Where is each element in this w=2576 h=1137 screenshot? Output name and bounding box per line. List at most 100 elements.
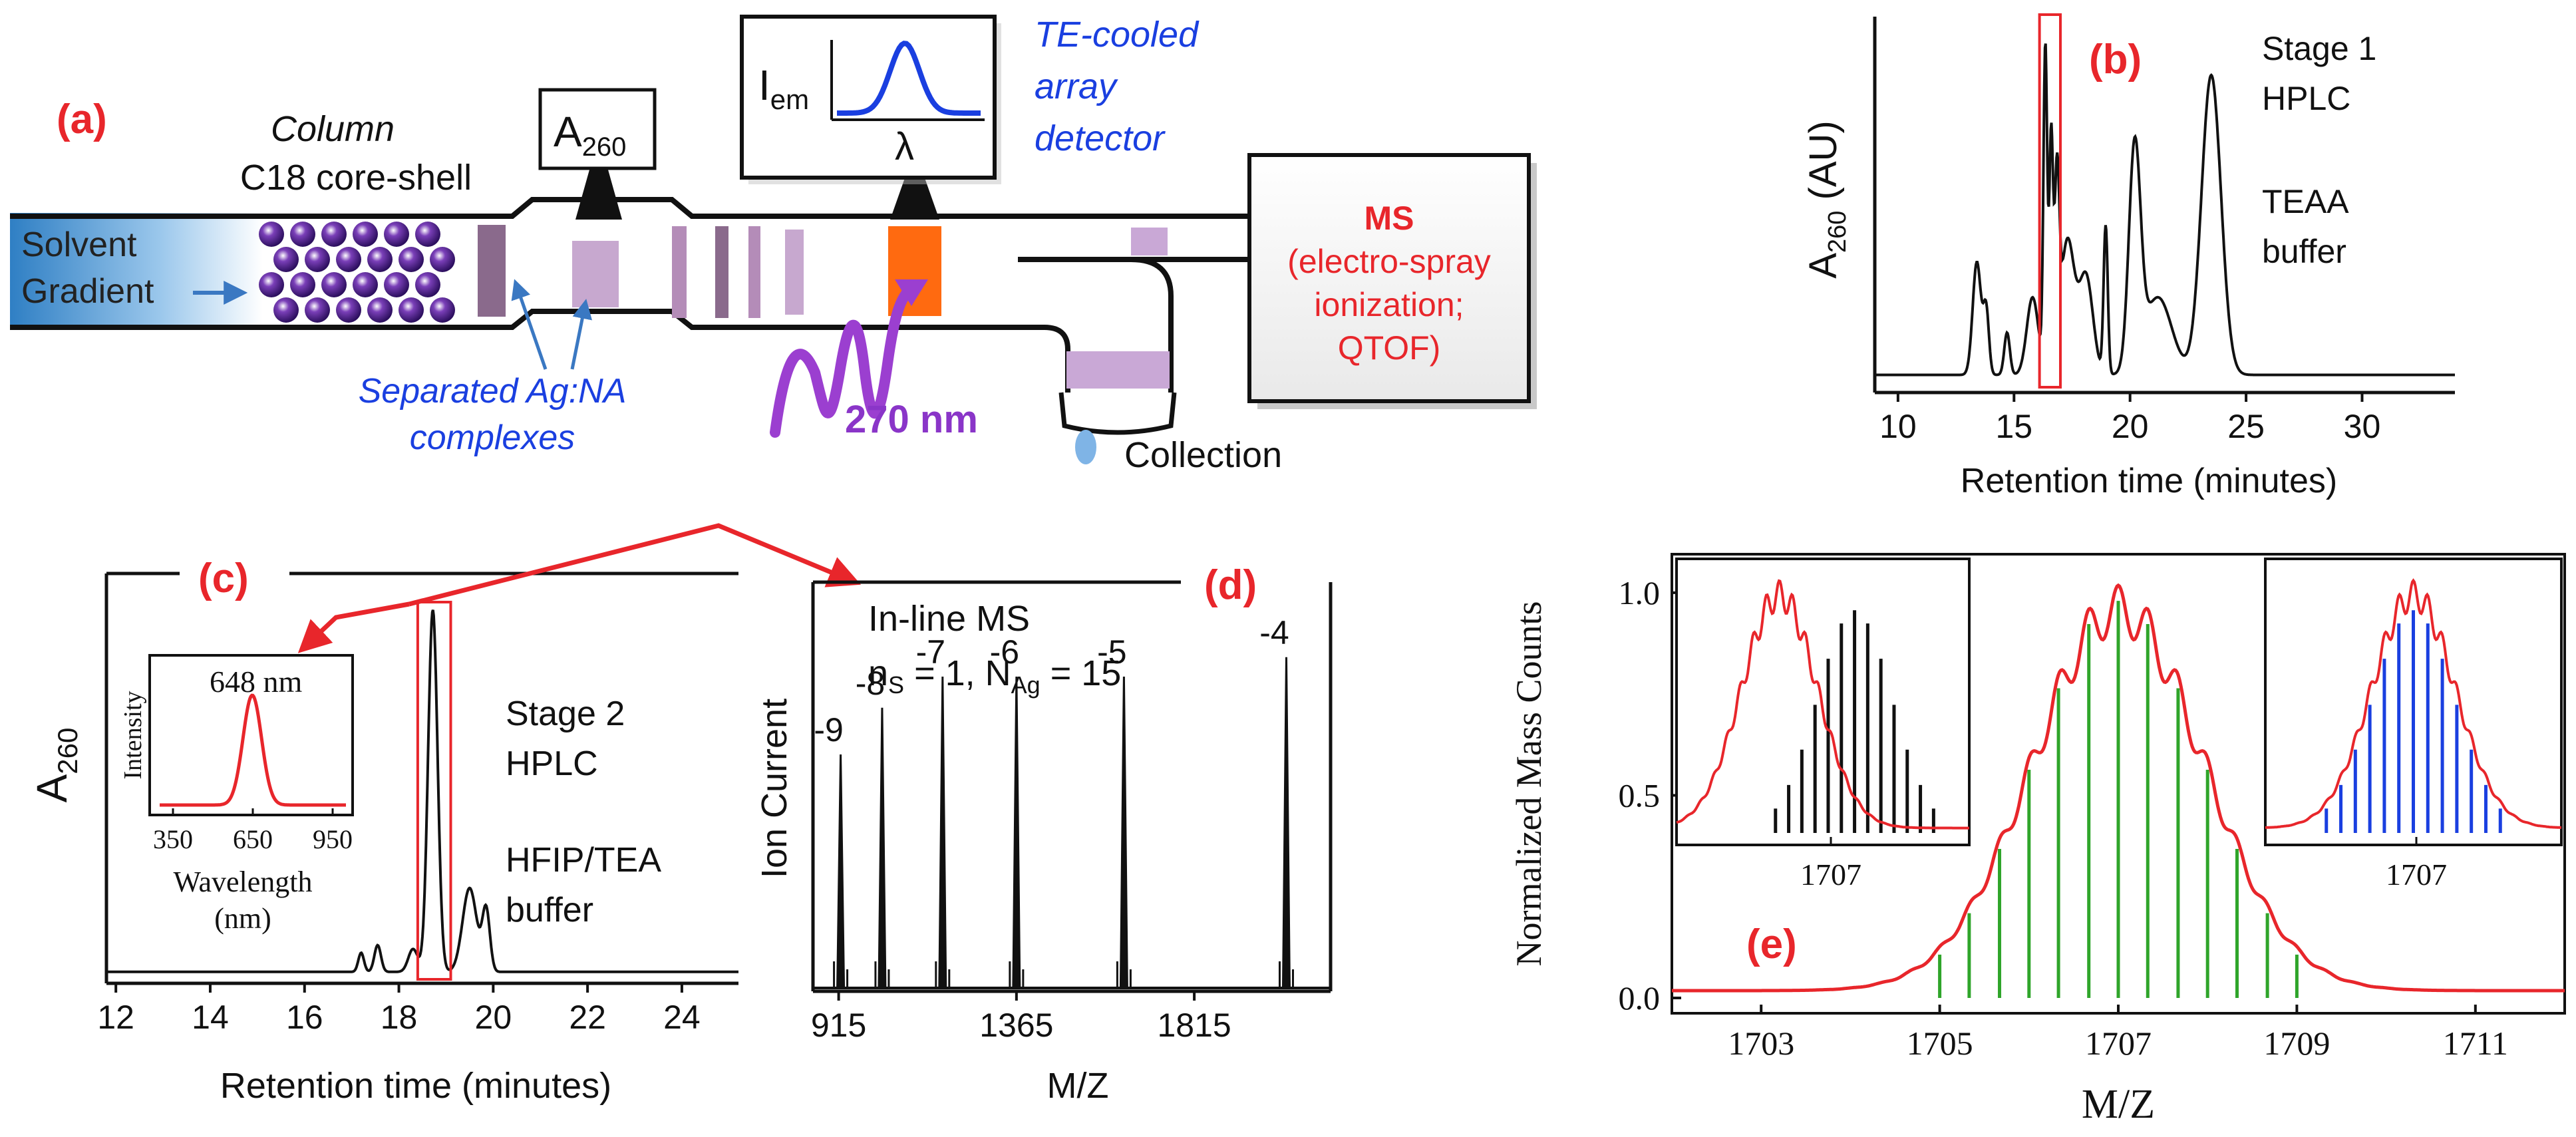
x-tick-label: 24 (663, 999, 701, 1036)
peak-highlight-box (2038, 13, 2062, 389)
ion-peak (878, 707, 887, 989)
ms-line3: QTOF) (1338, 329, 1441, 367)
collection-cup-sample (1066, 351, 1170, 389)
band (478, 225, 506, 317)
inset-x-tick-label: 350 (153, 824, 193, 854)
separated-arrow-1 (511, 279, 548, 370)
detector-label-line1: TE-cooled (1035, 15, 1200, 55)
chromatogram-curve (1875, 43, 2455, 377)
inset-left-curve (1676, 579, 1969, 830)
excitation-label: 270 nm (845, 398, 978, 441)
charge-state-label: -4 (1259, 614, 1289, 651)
emission-spectrum-curve (160, 693, 346, 807)
ion-peak (1281, 657, 1291, 989)
solvent-label-line1: Solvent (21, 226, 137, 264)
y-tick-label: 0.5 (1619, 776, 1661, 814)
separated-label-line1: Separated Ag:NA (359, 372, 627, 410)
ion-peak (836, 754, 846, 989)
spectrum-inset-frame (148, 654, 354, 816)
column-subtitle: C18 core-shell (240, 158, 472, 198)
charge-state-label: -9 (814, 711, 843, 748)
x-ticks: 10 15 20 25 30 (1879, 393, 2380, 445)
fluorescence-detector-box (740, 15, 997, 180)
column-title: Column (271, 109, 395, 149)
column-bead (259, 272, 284, 297)
axis-ticks: 1703 1705 1707 1709 1711 0.0 0.5 1.0 (1619, 574, 2508, 1062)
x-ticks: 12 14 16 18 20 22 24 (97, 983, 701, 1036)
mass-spectrum-peaks: -9 -8 -7 -6 -5 -4 (813, 614, 1331, 989)
x-tick-label: 1815 (1157, 1007, 1231, 1044)
panel-c-label: (c) (198, 556, 249, 601)
panel-e: 1703 1705 1707 1709 1711 0.0 0.5 1.0 (e) M/Z No… (1509, 553, 2566, 1127)
column-bead (399, 247, 424, 272)
column-bead (415, 222, 440, 247)
inset-right-sticks (2325, 610, 2502, 833)
band (672, 226, 687, 318)
x-axis-label: M/Z (1047, 1066, 1109, 1106)
x-ticks: 915 1365 1815 (811, 991, 1231, 1044)
y-tick-label: 1.0 (1619, 574, 1661, 611)
column-bead (336, 297, 361, 323)
inset-x-label-line1: Wavelength (173, 866, 312, 898)
column-bead (430, 297, 455, 323)
column-bead (415, 272, 440, 297)
x-axis-label: Retention time (minutes) (1961, 462, 2337, 500)
panel-a: (a) Solvent Gradient Collection A260 (10, 15, 1537, 475)
column-bead (384, 272, 409, 297)
column-bead (321, 222, 347, 247)
column-bead (399, 297, 424, 323)
panel-b: 10 15 20 25 30 (b) Stage 1 HPLC TEAA buffer … (1802, 13, 2455, 500)
band (785, 230, 804, 315)
ms-box (1247, 153, 1531, 403)
inset-x-label-line2: (nm) (214, 902, 271, 935)
inset-x-ticks: 350 650 950 (153, 808, 353, 854)
x-tick-label: 10 (1879, 408, 1917, 445)
band (1131, 228, 1168, 255)
panel-d: 915 1365 1815 -9-8-7 -6 -5-4 (d) In-line MS … (754, 562, 1333, 1106)
detector-label-line2: array (1035, 67, 1118, 106)
inset-left-tick-label: 1707 (1800, 858, 1861, 892)
chart-title: In-line MS (868, 599, 1030, 639)
ms-title: MS (1365, 200, 1414, 237)
column-bead (290, 272, 315, 297)
x-tick-label: 16 (286, 999, 323, 1036)
x-tick-label: 22 (569, 999, 606, 1036)
column-bead (367, 247, 393, 272)
annotation-line3: TEAA (2262, 183, 2349, 220)
peak-highlight-box (416, 601, 452, 981)
x-tick-label: 1703 (1728, 1025, 1794, 1062)
ms-line1: (electro-spray (1287, 243, 1491, 280)
x-tick-label: 15 (1995, 408, 2032, 445)
ion-peak (1119, 676, 1128, 989)
panel-e-label: (e) (1746, 921, 1797, 967)
inset-x-tick-label: 650 (233, 824, 273, 854)
excitation-wave (770, 281, 920, 438)
annotation-line4: buffer (2262, 233, 2346, 270)
x-tick-label: 1709 (2263, 1025, 2330, 1062)
ion-peak (938, 676, 947, 989)
panel-c: 12 14 16 18 20 22 24 (c) Stage 2 HPLC HFIP/TEA… (28, 523, 862, 1106)
collection-drop (1075, 430, 1096, 464)
band (715, 226, 728, 318)
column-bead (273, 247, 299, 272)
x-tick-label: 12 (97, 999, 134, 1036)
band (748, 226, 760, 318)
charge-state-label: -8 (856, 665, 885, 702)
column-bead (430, 247, 455, 272)
charge-state-label: -7 (916, 633, 945, 671)
emission-axis-label: Iem (758, 61, 809, 115)
column-bead (367, 297, 393, 323)
link-arrow-to-inset (297, 601, 410, 653)
inset-x-tick-label: 950 (313, 824, 353, 854)
tube-top-wall (10, 197, 1264, 219)
wavelength-axis-label: λ (895, 125, 914, 168)
annotation-line1: Stage 1 (2262, 30, 2376, 67)
column-bead (321, 272, 347, 297)
column-bead (353, 222, 378, 247)
a260-detector-label: A260 (554, 108, 626, 162)
panel-a-label: (a) (57, 96, 107, 142)
inset-right-curve (2265, 578, 2562, 829)
ion-peak (1012, 676, 1021, 989)
y-axis-label: Normalized Mass Counts (1509, 601, 1549, 967)
